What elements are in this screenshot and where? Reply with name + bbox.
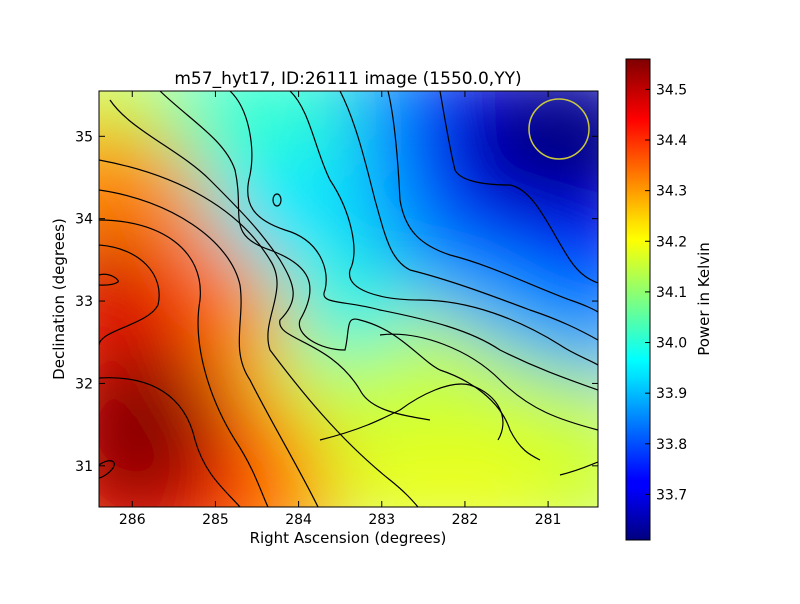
x-tick-label: 281 [535, 512, 562, 528]
colorbar-ticks: 33.7 33.8 33.9 34.0 34.1 34.2 34.3 34.4 34.5 [645, 82, 687, 503]
y-tick-label: 35 [75, 129, 93, 145]
axes-frame [98, 90, 599, 508]
chart-title: m57_hyt17, ID:26111 image (1550.0,YY) [174, 69, 521, 89]
colorbar-tick-label: 34.4 [656, 133, 687, 149]
y-axis-ticks: 31 32 33 34 35 [75, 129, 598, 475]
colorbar [625, 58, 651, 541]
y-tick-label: 32 [75, 376, 93, 392]
beam-marker [528, 98, 590, 160]
x-tick-label: 286 [119, 512, 146, 528]
colorbar-tick-label: 34.0 [656, 336, 687, 352]
y-tick-label: 34 [75, 212, 93, 228]
x-tick-label: 284 [285, 512, 312, 528]
colorbar-tick-label: 34.3 [656, 184, 687, 200]
colorbar-tick-label: 33.8 [656, 437, 687, 453]
heatmap-image [99, 91, 598, 507]
y-tick-label: 33 [75, 294, 93, 310]
colorbar-tick-label: 34.1 [656, 285, 687, 301]
colorbar-tick-label: 34.2 [656, 234, 687, 250]
y-axis-label: Declination (degrees) [50, 218, 68, 380]
x-tick-label: 282 [452, 512, 479, 528]
y-tick-label: 31 [75, 459, 93, 475]
x-tick-label: 285 [202, 512, 229, 528]
colorbar-tick-label: 34.5 [656, 82, 687, 98]
colorbar-tick-label: 33.7 [656, 487, 687, 503]
x-tick-label: 283 [368, 512, 395, 528]
contour-lines [99, 91, 598, 507]
x-axis-label: Right Ascension (degrees) [250, 529, 447, 547]
colorbar-tick-label: 33.9 [656, 386, 687, 402]
x-axis-ticks: 286 285 284 283 282 281 [119, 91, 562, 528]
colorbar-label: Power in Kelvin [695, 242, 713, 356]
